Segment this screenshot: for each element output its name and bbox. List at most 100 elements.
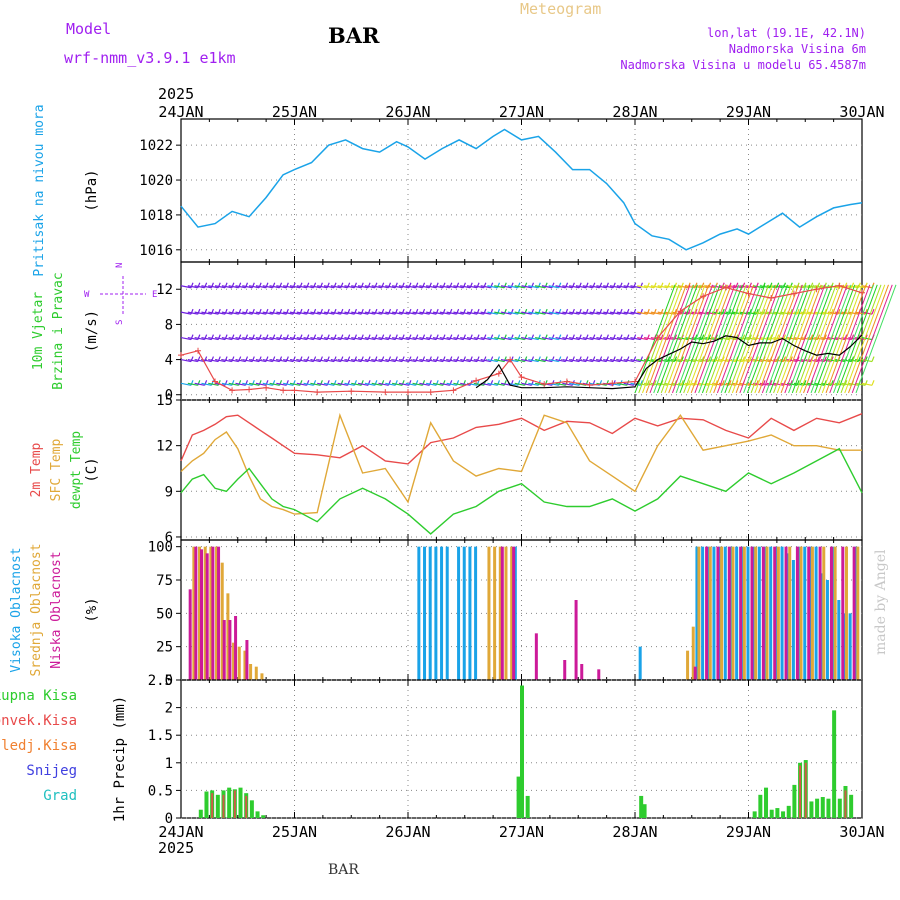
wind-barb <box>521 337 532 341</box>
wind-barb <box>528 358 539 363</box>
wind-barb <box>759 358 770 363</box>
wind-barb <box>460 285 471 289</box>
cloud-bar-low <box>716 546 720 680</box>
wind-barb <box>473 358 484 363</box>
wind-barb <box>657 285 668 289</box>
wind-barb <box>807 311 818 315</box>
wind-barb-sheaf <box>810 284 852 394</box>
chart-title: Meteogram <box>520 0 601 18</box>
cloud-bar-low <box>205 553 209 680</box>
cloud-bar-high <box>423 546 427 680</box>
wind-barb <box>276 382 287 386</box>
precip-bar-total <box>758 794 763 818</box>
wind-barb <box>596 285 607 289</box>
wind-speed-marker <box>348 388 355 395</box>
cloud-bar-high <box>729 546 733 680</box>
x-tick-label-top: 26JAN <box>385 103 430 121</box>
precip-bar-total <box>764 787 769 818</box>
wind-barb <box>378 382 389 386</box>
x-tick-label-bottom: 27JAN <box>499 823 544 841</box>
wind-barb <box>759 311 770 315</box>
cloud-bar-high <box>513 546 517 680</box>
wind-barb-sheaf <box>743 284 785 394</box>
wind-barb-sheaf <box>788 284 830 394</box>
wind-barb <box>439 311 450 315</box>
wind-barb <box>507 311 518 315</box>
wind-barb <box>623 358 634 363</box>
wind-barb <box>698 285 709 289</box>
model-name: wrf-nmm_v3.9.1 e1km <box>64 49 236 67</box>
cloud-bar-mid <box>209 546 213 680</box>
temp-line-1 <box>180 412 862 515</box>
wind-barb-sheaf <box>821 284 863 394</box>
wind-barb <box>439 285 450 289</box>
wind-barb <box>555 285 566 289</box>
wind-barb <box>861 285 873 289</box>
wind-barb <box>255 285 267 289</box>
wind-barb <box>630 337 641 341</box>
y-tick-label-pressure: 1020 <box>139 173 173 189</box>
y-tick-label-precip: 2.5 <box>148 673 173 689</box>
wind-barb <box>500 311 512 315</box>
wind-speed-marker <box>677 308 684 315</box>
wind-barb <box>766 358 777 363</box>
wind-barb-sheaf <box>851 284 893 394</box>
cloud-bar-low <box>784 546 788 680</box>
cloud-bar-mid <box>788 546 792 680</box>
wind-barb <box>419 337 430 341</box>
wind-barb <box>637 311 648 315</box>
wind-barb-sheaf <box>657 284 698 394</box>
precip-bar-convective <box>844 790 847 818</box>
y-tick-label-wind: 4 <box>165 353 173 369</box>
wind-barb <box>643 337 655 341</box>
wind-barb <box>494 311 505 315</box>
x-tick-label-top: 27JAN <box>499 103 544 121</box>
wind-barb-sheaf <box>664 284 706 394</box>
wind-barb <box>419 285 430 289</box>
wind-barb-sheaf <box>638 284 680 394</box>
cloud-bar-low <box>194 546 198 680</box>
cloud-bar-high <box>763 546 767 680</box>
wind-barb <box>446 382 457 386</box>
wind-barb <box>616 285 627 289</box>
wind-barb <box>589 358 600 363</box>
wind-barb <box>732 382 743 386</box>
cloud-bar-low <box>705 546 709 680</box>
ylabel-temp-dewpt: dewpt Temp <box>69 431 84 509</box>
wind-barb <box>732 311 743 315</box>
precip-bar-total <box>525 795 530 818</box>
y-tick-label-temperature: 9 <box>165 484 173 500</box>
wind-barb <box>194 311 205 315</box>
cloud-bar-mid <box>754 546 758 680</box>
wind-barb <box>323 285 335 289</box>
wind-barb <box>609 285 621 289</box>
wind-barb <box>194 358 205 363</box>
wind-barb-sheaf <box>671 284 713 394</box>
wind-barb <box>180 358 192 363</box>
wind-barb <box>460 382 471 386</box>
wind-barb <box>569 382 580 386</box>
wind-barb <box>725 337 736 341</box>
wind-barb <box>180 382 192 386</box>
precip-legend-4: Grad <box>43 788 77 804</box>
wind-barb <box>616 337 627 341</box>
wind-barb <box>562 311 573 315</box>
wind-barb <box>841 358 852 363</box>
wind-speed-marker <box>654 334 661 341</box>
cloud-bar-mid <box>487 546 491 680</box>
wind-barb <box>473 382 484 386</box>
wind-barb <box>364 337 375 341</box>
wind-barb <box>507 337 518 341</box>
wind-barb <box>623 337 634 341</box>
wind-barb <box>861 337 873 341</box>
cloud-bar-mid <box>243 650 247 680</box>
wind-barb <box>317 311 328 315</box>
wind-barb <box>323 358 335 363</box>
cloud-bar-mid <box>765 546 769 680</box>
wind-barb-sheaf <box>795 284 837 394</box>
wind-barb <box>262 358 273 363</box>
wind-barb <box>596 311 607 315</box>
wind-barb <box>214 358 226 363</box>
cloud-bar-high <box>769 546 773 680</box>
precip-bar-total <box>752 811 757 818</box>
